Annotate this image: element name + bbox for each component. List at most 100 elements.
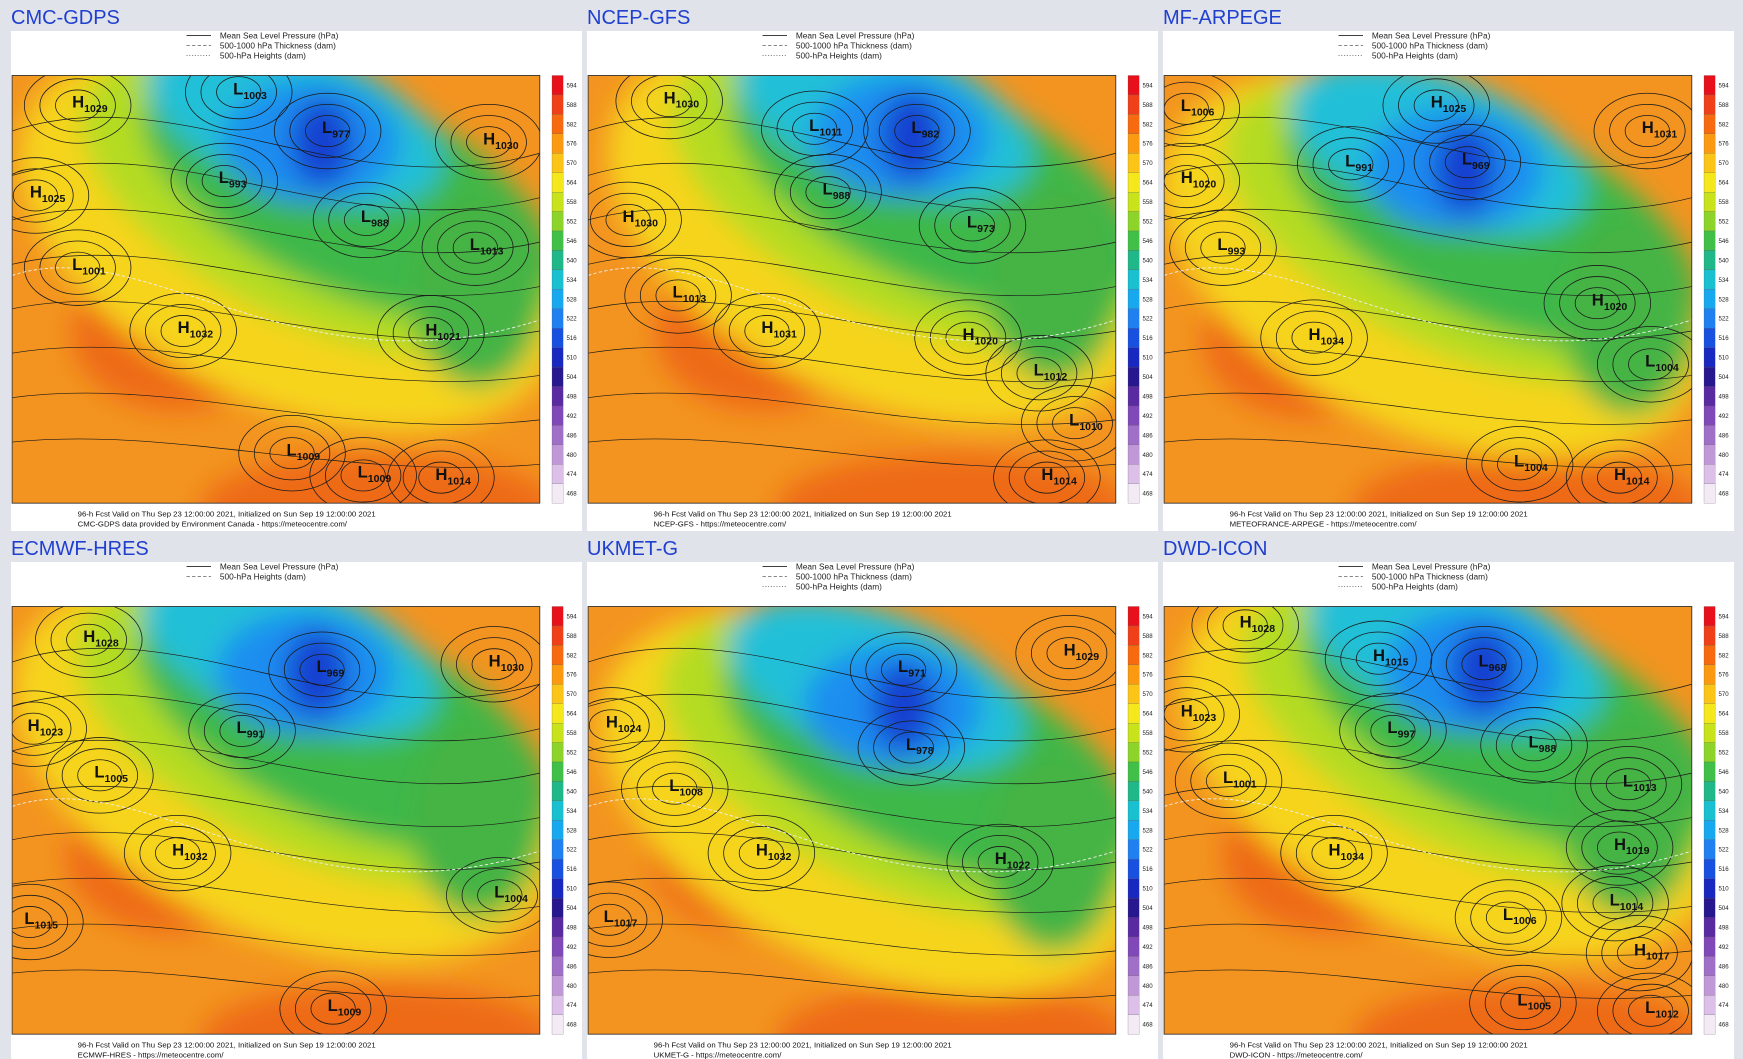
isobar [857, 709, 966, 786]
colorbar-cell [1127, 956, 1140, 976]
center-value: 968 [1489, 662, 1507, 674]
isobar [588, 693, 1116, 742]
thickness-line [12, 798, 540, 873]
isobar [1164, 162, 1692, 211]
center-letter: L [823, 179, 833, 198]
legend-label: 500-hPa Heights (dam) [1372, 50, 1458, 60]
colorbar-cell [1127, 703, 1140, 724]
pressure-center: L1004 [494, 883, 528, 905]
center-letter: L [219, 168, 229, 187]
colorbar-cell [1703, 936, 1716, 957]
center-letter: H [606, 713, 618, 732]
isobar [12, 346, 540, 382]
isobar [1596, 972, 1692, 1035]
isobar [738, 837, 785, 870]
isobar [1205, 764, 1252, 797]
isobar [588, 903, 632, 936]
isobar [283, 642, 361, 697]
colorbar-label: 546 [566, 238, 577, 245]
center-value: 1029 [84, 103, 108, 115]
pressure-center: L1001 [1223, 768, 1257, 790]
center-value: 1032 [184, 851, 208, 863]
isobar [1574, 287, 1620, 320]
isobar [392, 306, 470, 361]
colorbar-label: 498 [566, 924, 577, 931]
colorbar-cell [1127, 936, 1140, 957]
isobar [139, 826, 216, 881]
isobar [466, 126, 512, 159]
colorbar-label: 564 [566, 180, 577, 187]
isobar [655, 279, 701, 312]
colorbar-label: 474 [1142, 1002, 1153, 1009]
colorbar-cell [551, 230, 564, 251]
center-letter: H [761, 318, 773, 337]
isobar [946, 823, 1054, 901]
colorbar-label: 594 [1718, 613, 1729, 620]
thickness-line [588, 267, 1116, 342]
colorbar-cell [551, 250, 564, 271]
isobar [1016, 357, 1062, 390]
colorbar-label: 474 [566, 471, 577, 478]
colorbar-label: 516 [1718, 866, 1729, 873]
isobar [588, 392, 1116, 425]
pressure-center: H1014 [435, 465, 471, 487]
center-letter: H [1592, 290, 1604, 309]
isobar [707, 814, 816, 892]
isobar [1164, 693, 1692, 742]
colorbar-label: 534 [1142, 808, 1153, 815]
colorbar-label: 510 [1718, 886, 1729, 893]
colorbar-label: 510 [1142, 886, 1153, 893]
isobar [289, 103, 366, 159]
colorbar-cell [551, 75, 564, 96]
center-value: 1023 [40, 726, 64, 738]
map-field [588, 606, 1116, 1035]
panel: Mean Sea Level Pressure (hPa) 500-1000 hP… [587, 31, 1158, 531]
green-east [986, 750, 1116, 951]
green-east [1562, 715, 1692, 916]
center-letter: H [1181, 701, 1193, 720]
colorbar-cell [551, 684, 564, 704]
colorbar-cell [551, 444, 564, 465]
isobar [1164, 676, 1241, 753]
center-value: 1020 [1604, 301, 1628, 313]
isobar [588, 300, 1116, 339]
colorbar-cell [1703, 625, 1716, 646]
colorbar-label: 582 [566, 652, 577, 659]
colorbar-cell [551, 405, 564, 426]
colorbar-cell [1127, 172, 1140, 193]
isobar [12, 877, 540, 913]
colorbar-label: 510 [566, 355, 577, 362]
isobar [185, 75, 293, 131]
isobar [1596, 461, 1643, 494]
isobar [1445, 637, 1523, 692]
isobar [1015, 614, 1116, 692]
center-value: 1031 [1654, 129, 1678, 141]
isobar [155, 837, 201, 870]
pressure-center: L1003 [233, 79, 267, 101]
isobar [219, 714, 265, 747]
colorbar-cell [1127, 366, 1140, 387]
isobar [1624, 115, 1670, 147]
colorbar-label: 534 [1718, 277, 1729, 284]
isobar [588, 438, 1116, 468]
center-value: 1009 [338, 1006, 362, 1018]
isobar [1543, 265, 1652, 342]
isobar [1601, 926, 1678, 981]
isobar [50, 612, 127, 667]
isobar [888, 731, 934, 764]
colorbar-label: 546 [1142, 238, 1153, 245]
colorbar-cell [551, 800, 564, 821]
pressure-center: H1029 [72, 93, 108, 115]
isobar [631, 75, 708, 129]
colorbar-label: 540 [1718, 788, 1729, 795]
center-letter: L [287, 440, 297, 459]
isobar [12, 712, 56, 745]
isobar [962, 834, 1039, 890]
center-value: 1034 [1341, 851, 1365, 863]
center-letter: L [911, 118, 921, 137]
isobar [418, 461, 464, 494]
map-frame [11, 606, 541, 1035]
legend-label: 500-1000 hPa Thickness (dam) [796, 40, 912, 50]
pressure-center: L1013 [1623, 771, 1657, 793]
pressure-center: H1028 [1240, 613, 1276, 635]
